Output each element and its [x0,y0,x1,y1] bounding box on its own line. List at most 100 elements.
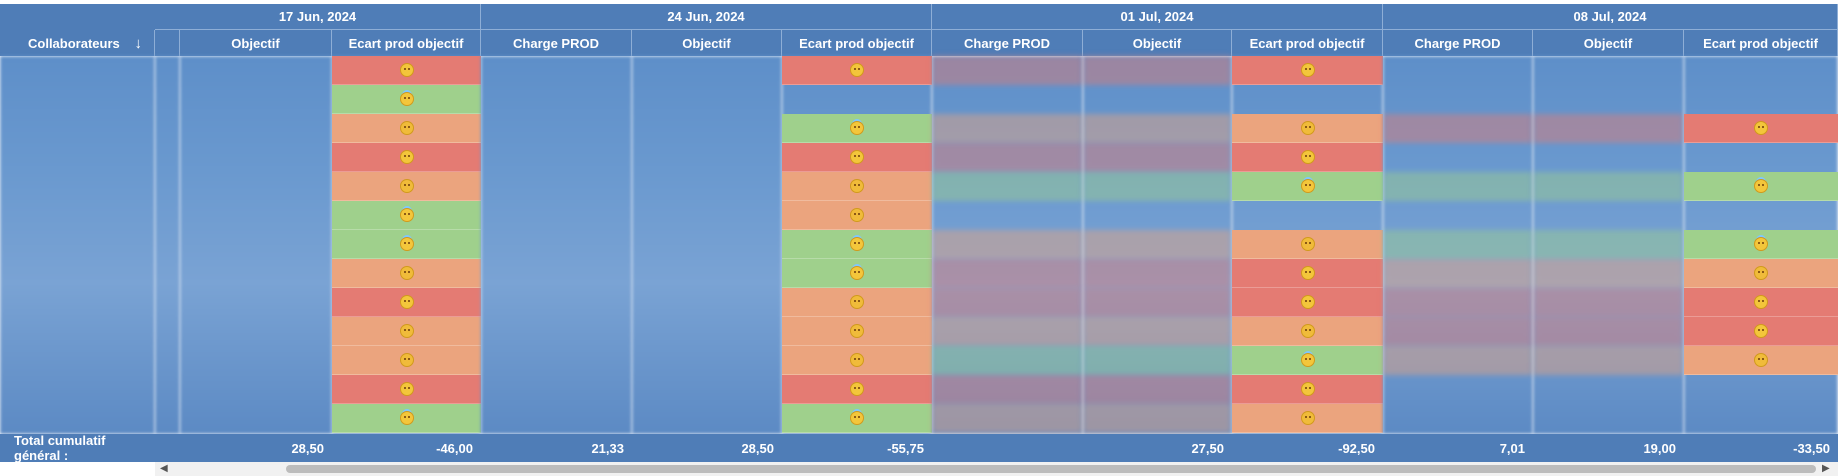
ecart-cell[interactable] [1232,143,1383,172]
week-header: 24 Jun, 2024 [481,4,932,30]
scroll-left-icon[interactable]: ◀ [160,463,168,474]
column-header[interactable]: Ecart prod objectif [1684,30,1838,56]
blurred-row-band [1533,288,1683,317]
angel-face-icon [399,92,414,106]
column-header[interactable]: Objectif [180,30,332,56]
column-header[interactable]: Charge PROD [481,30,632,56]
sad-face-icon [1300,237,1315,251]
sad-face-icon [850,295,864,309]
ecart-cell[interactable] [782,143,932,172]
total-cell: -55,75 [782,434,932,462]
column-header[interactable]: Ecart prod objectif [1232,30,1383,56]
week-header: 17 Jun, 2024 [155,4,481,30]
data-column [1533,56,1684,434]
shocked-face-icon [1300,63,1315,77]
data-column [632,56,782,434]
ecart-cell[interactable] [1232,230,1383,259]
ecart-cell[interactable] [332,259,481,288]
ecart-cell[interactable] [1232,114,1383,143]
ecart-cell[interactable] [782,346,932,375]
blurred-row-band [932,143,1082,172]
ecart-cell[interactable] [782,201,932,230]
shocked-face-icon [1754,295,1768,309]
ecart-cell[interactable] [1232,375,1383,404]
ecart-cell[interactable] [332,404,481,433]
ecart-cell[interactable] [332,288,481,317]
blurred-row-band [932,346,1082,375]
ecart-cell[interactable] [332,346,481,375]
ecart-cell[interactable] [782,288,932,317]
shocked-face-icon [1754,121,1768,135]
ecart-cell[interactable] [1232,317,1383,346]
blurred-row-band [1383,317,1532,346]
ecart-cell[interactable] [1232,404,1383,433]
column-header[interactable]: Objectif [1533,30,1684,56]
column-header[interactable]: Objectif [1083,30,1232,56]
scrollbar-thumb[interactable] [286,465,1816,473]
ecart-cell[interactable] [332,317,481,346]
sad-face-icon [1300,411,1315,425]
ecart-cell[interactable] [782,172,932,201]
column-header[interactable]: Charge PROD [932,30,1083,56]
ecart-cell[interactable] [1684,230,1838,259]
ecart-cell[interactable] [1232,346,1383,375]
ecart-cell[interactable] [1232,56,1383,85]
ecart-cell[interactable] [782,230,932,259]
ecart-cell[interactable] [332,172,481,201]
angel-face-icon [850,121,864,135]
column-header[interactable] [155,30,180,56]
ecart-cell[interactable] [1684,114,1838,143]
column-header[interactable]: Charge PROD [1383,30,1533,56]
ecart-cell[interactable] [332,201,481,230]
ecart-cell[interactable] [1684,346,1838,375]
shocked-face-icon [399,382,414,396]
blurred-row-band [1083,172,1231,201]
shocked-face-icon [850,382,864,396]
ecart-cell[interactable] [332,114,481,143]
total-cell: 27,50 [1083,434,1232,462]
angel-face-icon [1754,237,1768,251]
sad-face-icon [1754,266,1768,280]
ecart-cell[interactable] [332,375,481,404]
ecart-cell[interactable] [332,230,481,259]
collaborateurs-label: Collaborateurs [28,35,120,51]
total-cell: 21,33 [481,434,632,462]
ecart-cell[interactable] [1684,172,1838,201]
total-cell [155,434,180,462]
corner-header [0,4,156,30]
blurred-row-band [1533,172,1683,201]
column-header[interactable]: Ecart prod objectif [782,30,932,56]
ecart-cell[interactable] [1232,172,1383,201]
blurred-row-band [932,259,1082,288]
ecart-cell[interactable] [1232,259,1383,288]
ecart-cell[interactable] [1232,288,1383,317]
sad-face-icon [850,179,864,193]
arrow-down-icon[interactable]: ↓ [134,34,143,52]
ecart-cell[interactable] [1684,288,1838,317]
shocked-face-icon [399,150,414,164]
ecart-cell[interactable] [332,143,481,172]
ecart-cell[interactable] [332,56,481,85]
shocked-face-icon [399,63,414,77]
ecart-cell[interactable] [782,114,932,143]
ecart-cell[interactable] [782,259,932,288]
sad-face-icon [1300,121,1315,135]
scroll-right-icon[interactable]: ▶ [1822,463,1830,474]
shocked-face-icon [399,295,414,309]
column-header[interactable]: Ecart prod objectif [332,30,481,56]
ecart-cell[interactable] [1684,317,1838,346]
week-header: 01 Jul, 2024 [932,4,1383,30]
ecart-cell[interactable] [782,317,932,346]
ecart-cell[interactable] [782,56,932,85]
ecart-cell[interactable] [332,85,481,114]
angel-face-icon [850,411,864,425]
blurred-row-band [1083,56,1231,85]
column-header[interactable]: Objectif [632,30,782,56]
ecart-cell[interactable] [782,375,932,404]
ecart-cell[interactable] [1684,259,1838,288]
shocked-face-icon [1300,266,1315,280]
blurred-row-band [1083,404,1231,433]
ecart-cell[interactable] [782,404,932,433]
blurred-row-band [932,114,1082,143]
collaborateurs-header[interactable]: Collaborateurs ↓ [0,30,155,56]
